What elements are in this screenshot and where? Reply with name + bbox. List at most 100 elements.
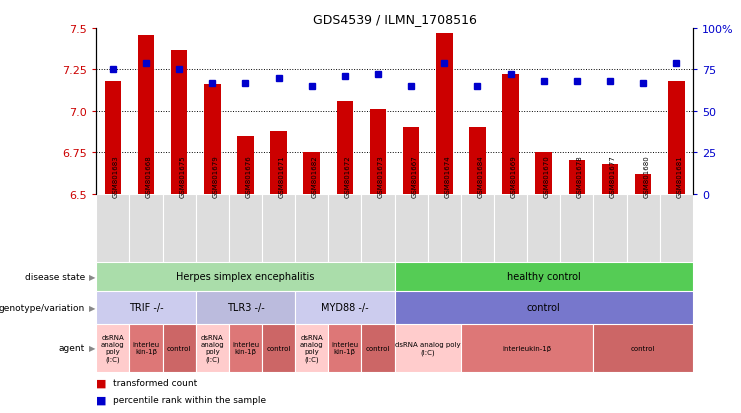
Text: GSM801672: GSM801672: [345, 155, 351, 197]
Bar: [536, 153, 552, 194]
Text: GSM801671: GSM801671: [279, 155, 285, 197]
Bar: [104, 82, 122, 194]
Bar: [428, 194, 461, 262]
Bar: [362, 324, 395, 372]
Bar: [395, 291, 693, 324]
Text: dsRNA analog poly
(I:C): dsRNA analog poly (I:C): [395, 341, 461, 355]
Bar: [494, 194, 527, 262]
Bar: [96, 194, 130, 262]
Text: control: control: [366, 345, 391, 351]
Title: GDS4539 / ILMN_1708516: GDS4539 / ILMN_1708516: [313, 13, 476, 26]
Bar: [237, 136, 253, 194]
Text: GSM801670: GSM801670: [544, 155, 550, 197]
Bar: [461, 324, 594, 372]
Bar: [295, 291, 395, 324]
Text: TLR3 -/-: TLR3 -/-: [227, 303, 265, 313]
Bar: [196, 194, 229, 262]
Bar: [594, 324, 693, 372]
Bar: [362, 194, 395, 262]
Text: transformed count: transformed count: [113, 378, 197, 387]
Text: dsRNA
analog
poly
(I:C): dsRNA analog poly (I:C): [300, 334, 324, 362]
Bar: [270, 131, 287, 194]
Bar: [262, 194, 295, 262]
Bar: [162, 194, 196, 262]
Bar: [196, 291, 295, 324]
Bar: [96, 291, 196, 324]
Bar: [594, 194, 627, 262]
Text: control: control: [631, 345, 655, 351]
Bar: [635, 174, 651, 194]
Text: GSM801669: GSM801669: [511, 155, 516, 197]
Text: genotype/variation: genotype/variation: [0, 303, 85, 312]
Text: GSM801683: GSM801683: [113, 155, 119, 197]
Bar: [436, 34, 453, 194]
Text: disease state: disease state: [25, 272, 85, 281]
Bar: [395, 194, 428, 262]
Text: GSM801680: GSM801680: [643, 155, 649, 197]
Bar: [370, 110, 386, 194]
Bar: [395, 262, 693, 291]
Text: GSM801681: GSM801681: [677, 155, 682, 197]
Text: dsRNA
analog
poly
(I:C): dsRNA analog poly (I:C): [201, 334, 224, 362]
Text: GSM801678: GSM801678: [576, 155, 583, 197]
Text: GSM801682: GSM801682: [312, 155, 318, 197]
Bar: [196, 324, 229, 372]
Bar: [96, 262, 394, 291]
Bar: [304, 153, 320, 194]
Text: control: control: [527, 303, 561, 313]
Text: GSM801684: GSM801684: [477, 155, 483, 197]
Bar: [130, 194, 162, 262]
Text: interleu
kin-1β: interleu kin-1β: [331, 342, 359, 354]
Text: agent: agent: [59, 344, 85, 352]
Bar: [130, 324, 162, 372]
Bar: [262, 324, 295, 372]
Bar: [502, 75, 519, 194]
Bar: [336, 102, 353, 194]
Text: MYD88 -/-: MYD88 -/-: [321, 303, 369, 313]
Text: GSM801679: GSM801679: [213, 155, 219, 197]
Text: TRIF -/-: TRIF -/-: [129, 303, 163, 313]
Bar: [328, 324, 362, 372]
Text: control: control: [267, 345, 290, 351]
Text: healthy control: healthy control: [507, 272, 581, 282]
Text: control: control: [167, 345, 191, 351]
Text: GSM801668: GSM801668: [146, 155, 152, 197]
Text: ■: ■: [96, 394, 107, 405]
Bar: [295, 324, 328, 372]
Bar: [659, 194, 693, 262]
Bar: [668, 82, 685, 194]
Bar: [395, 324, 461, 372]
Text: GSM801676: GSM801676: [245, 155, 251, 197]
Bar: [295, 194, 328, 262]
Bar: [403, 128, 419, 194]
Text: percentile rank within the sample: percentile rank within the sample: [113, 395, 266, 404]
Text: GSM801674: GSM801674: [445, 155, 451, 197]
Text: GSM801677: GSM801677: [610, 155, 616, 197]
Text: dsRNA
analog
poly
(I:C): dsRNA analog poly (I:C): [101, 334, 124, 362]
Bar: [328, 194, 362, 262]
Bar: [171, 50, 187, 194]
Text: GSM801675: GSM801675: [179, 155, 185, 197]
Text: Herpes simplex encephalitis: Herpes simplex encephalitis: [176, 272, 315, 282]
Bar: [229, 194, 262, 262]
Bar: [568, 161, 585, 194]
Bar: [560, 194, 594, 262]
Bar: [527, 194, 560, 262]
Bar: [162, 324, 196, 372]
Text: GSM801673: GSM801673: [378, 155, 384, 197]
Text: ■: ■: [96, 378, 107, 388]
Text: ▶: ▶: [89, 303, 96, 312]
Bar: [602, 164, 618, 194]
Bar: [461, 194, 494, 262]
Text: ▶: ▶: [89, 272, 96, 281]
Bar: [627, 194, 659, 262]
Text: ▶: ▶: [89, 344, 96, 352]
Text: interleu
kin-1β: interleu kin-1β: [133, 342, 159, 354]
Bar: [138, 36, 154, 194]
Bar: [229, 324, 262, 372]
Text: interleukin-1β: interleukin-1β: [502, 345, 552, 351]
Text: interleu
kin-1β: interleu kin-1β: [232, 342, 259, 354]
Text: GSM801667: GSM801667: [411, 155, 417, 197]
Bar: [469, 128, 485, 194]
Bar: [204, 85, 221, 194]
